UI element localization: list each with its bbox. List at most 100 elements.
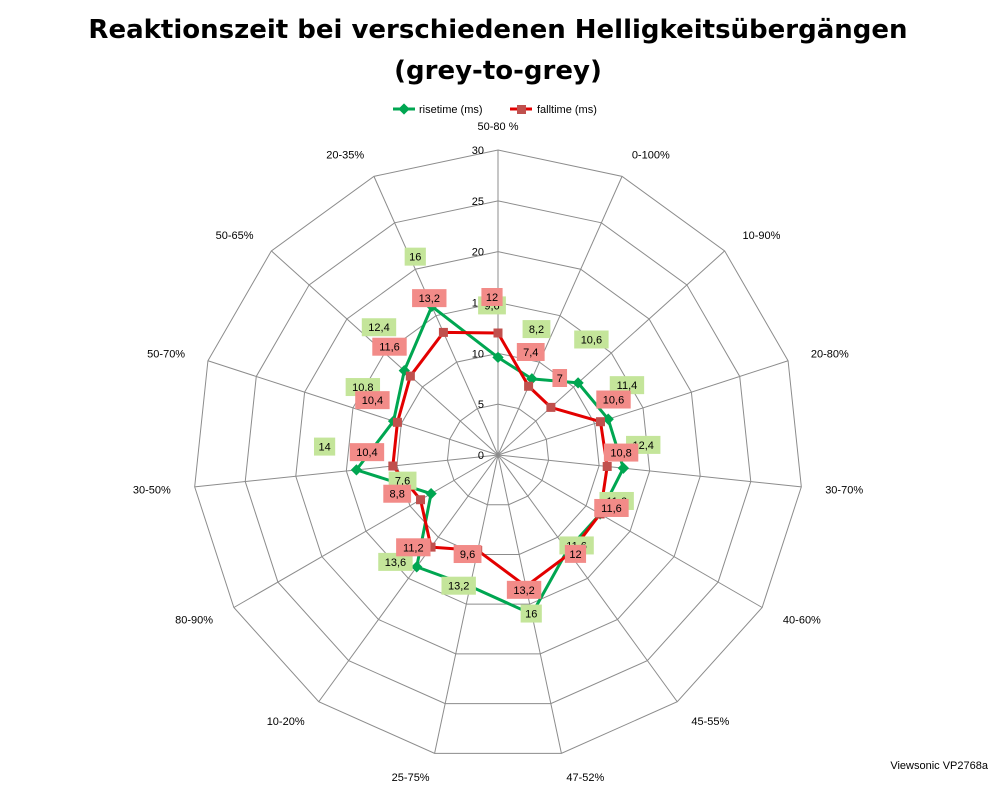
- data-label-rise-13: 12,4: [368, 322, 389, 334]
- data-label-rise-9: 13,6: [385, 557, 406, 569]
- category-label-13: 50-65%: [216, 230, 254, 242]
- marker-rise-10: [425, 487, 437, 500]
- data-label-fall-5: 11,6: [601, 503, 622, 515]
- spoke-5: [497, 454, 763, 608]
- data-label-rise-7: 16: [525, 609, 537, 621]
- grid-ring-10: [396, 352, 600, 555]
- data-label-bg-rise-14: [404, 247, 426, 266]
- marker-fall-14: [438, 327, 448, 337]
- data-label-bg-fall-6: [564, 544, 587, 563]
- data-label-fall-0: 12: [486, 292, 498, 304]
- marker-fall-13: [405, 371, 415, 381]
- data-label-bg-rise-9: [378, 552, 413, 571]
- spoke-4: [497, 454, 802, 488]
- spoke-3: [497, 360, 789, 456]
- grid-ring-25: [244, 200, 752, 705]
- grid-ring-20: [295, 251, 701, 655]
- spoke-1: [497, 176, 623, 456]
- data-label-bg-fall-12: [355, 391, 390, 410]
- category-label-8: 25-75%: [392, 772, 430, 784]
- data-label-bg-fall-13: [372, 337, 407, 356]
- marker-fall-1: [524, 381, 534, 391]
- category-label-6: 45-55%: [691, 716, 729, 728]
- data-label-bg-fall-4: [603, 443, 639, 462]
- chart-title: Reaktionszeit bei verschiedenen Helligke…: [88, 15, 907, 45]
- series-line-rise: [354, 304, 625, 616]
- data-label-bg-fall-5: [594, 498, 629, 517]
- category-labels: 50-80 % 0-100% 10-90% 20-80% 30-70% 40-60% 45-…: [133, 121, 863, 784]
- data-label-bg-fall-7: [506, 580, 542, 599]
- legend-marker-risetime: [398, 103, 410, 115]
- spoke-14: [373, 176, 499, 456]
- marker-fall-3: [595, 417, 605, 427]
- data-label-bg-fall-10: [383, 484, 412, 503]
- data-label-rise-10: 7,6: [395, 476, 410, 488]
- category-label-3: 20-80%: [811, 348, 849, 360]
- data-label-fall-11: 10,4: [356, 447, 377, 459]
- spoke-7: [497, 454, 562, 754]
- legend-marker-falltime: [517, 105, 526, 114]
- category-label-4: 30-70%: [825, 484, 863, 496]
- tick-label-25: 25: [472, 196, 484, 208]
- marker-fall-11: [388, 461, 398, 471]
- marker-rise-11: [350, 464, 363, 476]
- data-label-bg-fall-2: [552, 368, 568, 387]
- data-label-fall-12: 10,4: [362, 395, 383, 407]
- data-label-fall-8: 9,6: [460, 549, 475, 561]
- data-label-fall-9: 11,2: [403, 542, 424, 554]
- data-label-bg-rise-2: [574, 330, 609, 349]
- marker-rise-9: [411, 561, 423, 573]
- marker-rise-2: [572, 377, 584, 389]
- data-label-fall-13: 11,6: [379, 342, 400, 354]
- grid-ring-5: [446, 403, 550, 506]
- category-label-10: 80-90%: [175, 615, 213, 627]
- tick-label-10: 10: [472, 348, 484, 360]
- marker-rise-0: [492, 351, 504, 364]
- spoke-12: [207, 360, 499, 456]
- data-label-bg-rise-8: [441, 576, 476, 595]
- data-label-bg-fall-8: [453, 545, 482, 564]
- category-label-5: 40-60%: [783, 615, 821, 627]
- data-label-fall-7: 13,2: [513, 585, 534, 597]
- data-label-bg-fall-0: [481, 288, 503, 306]
- credit-label: Viewsonic VP2768a: [890, 760, 988, 772]
- data-label-bg-fall-14: [412, 289, 447, 308]
- spoke-2: [497, 250, 725, 456]
- category-label-11: 30-50%: [133, 484, 171, 496]
- radar-spokes: [194, 150, 802, 754]
- spoke-11: [194, 454, 499, 488]
- marker-fall-2: [546, 402, 556, 412]
- tick-label-30: 30: [472, 145, 484, 157]
- category-label-1: 0-100%: [632, 149, 670, 161]
- spoke-6: [497, 454, 678, 703]
- data-label-bg-rise-7: [520, 604, 542, 623]
- marker-fall-9: [426, 542, 436, 552]
- data-label-rise-8: 13,2: [448, 581, 469, 593]
- category-label-9: 10-20%: [267, 716, 305, 728]
- spoke-8: [434, 454, 499, 754]
- data-label-fall-10: 8,8: [390, 489, 405, 501]
- data-label-bg-rise-11: [313, 437, 336, 456]
- data-labels: 9,6 8,2 10,6 11,4 12,4 11,6 11,6 16 13,2 13,6 7,6 1…: [313, 247, 661, 623]
- chart-subtitle: (grey-to-grey): [394, 56, 602, 86]
- data-label-rise-1: 8,2: [529, 324, 544, 336]
- legend-label-risetime: risetime (ms): [419, 104, 483, 116]
- data-label-rise-3: 11,4: [617, 380, 638, 392]
- legend: risetime (ms) falltime (ms): [393, 103, 597, 116]
- data-label-fall-4: 10,8: [610, 448, 631, 460]
- data-label-bg-fall-1: [516, 343, 545, 362]
- data-label-fall-3: 10,6: [603, 395, 624, 407]
- marker-rise-1: [526, 373, 538, 385]
- data-label-rise-14: 16: [409, 252, 421, 264]
- data-label-bg-fall-9: [396, 538, 431, 557]
- data-label-fall-6: 12: [569, 549, 581, 561]
- data-label-fall-2: 7: [557, 373, 563, 385]
- data-label-rise-11: 14: [318, 442, 330, 454]
- category-label-0: 50-80 %: [478, 121, 519, 133]
- data-label-fall-14: 13,2: [419, 293, 440, 305]
- category-label-7: 47-52%: [566, 772, 604, 784]
- legend-label-falltime: falltime (ms): [537, 104, 597, 116]
- tick-label-5: 5: [478, 399, 484, 411]
- tick-label-0: 0: [478, 450, 484, 462]
